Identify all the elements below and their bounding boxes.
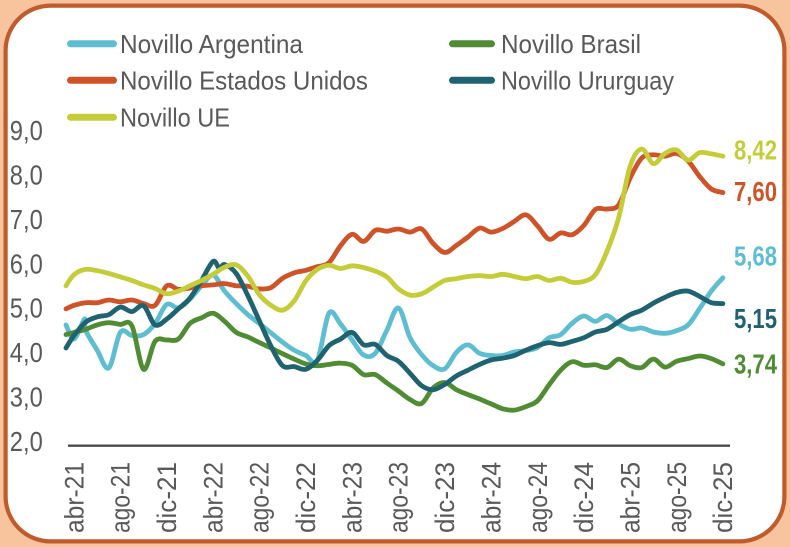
svg-text:7,60: 7,60 xyxy=(734,176,777,207)
svg-text:abr-22: abr-22 xyxy=(198,462,228,533)
svg-text:dic-23: dic-23 xyxy=(430,462,460,533)
svg-text:5,68: 5,68 xyxy=(734,241,777,272)
svg-text:ago-22: ago-22 xyxy=(245,462,275,533)
svg-text:7,0: 7,0 xyxy=(10,204,43,235)
svg-text:8,0: 8,0 xyxy=(10,160,43,191)
svg-text:Novillo Estados Unidos: Novillo Estados Unidos xyxy=(120,65,368,95)
svg-text:ago-21: ago-21 xyxy=(106,462,136,533)
svg-text:5,0: 5,0 xyxy=(10,293,43,324)
svg-text:Novillo Brasil: Novillo Brasil xyxy=(501,29,641,59)
svg-text:abr-25: abr-25 xyxy=(616,462,646,533)
svg-text:dic-25: dic-25 xyxy=(708,462,738,533)
svg-text:Novillo UE: Novillo UE xyxy=(120,102,230,132)
svg-text:abr-23: abr-23 xyxy=(337,462,367,533)
svg-text:ago-25: ago-25 xyxy=(662,462,692,533)
svg-text:2,0: 2,0 xyxy=(10,426,43,457)
svg-text:Novillo Argentina: Novillo Argentina xyxy=(120,29,303,59)
svg-text:8,42: 8,42 xyxy=(734,135,777,166)
svg-text:3,74: 3,74 xyxy=(734,349,777,380)
svg-text:ago-23: ago-23 xyxy=(384,462,414,533)
svg-text:abr-24: abr-24 xyxy=(477,462,507,533)
svg-text:3,0: 3,0 xyxy=(10,382,43,413)
svg-text:dic-21: dic-21 xyxy=(152,462,182,533)
svg-text:ago-24: ago-24 xyxy=(523,462,553,533)
svg-text:Novillo Ururguay: Novillo Ururguay xyxy=(501,65,674,95)
svg-text:dic-24: dic-24 xyxy=(569,462,599,533)
svg-text:dic-22: dic-22 xyxy=(291,462,321,533)
svg-text:5,15: 5,15 xyxy=(734,303,777,334)
svg-text:4,0: 4,0 xyxy=(10,337,43,368)
svg-text:abr-21: abr-21 xyxy=(59,462,89,533)
svg-text:9,0: 9,0 xyxy=(10,115,43,146)
svg-text:6,0: 6,0 xyxy=(10,248,43,279)
